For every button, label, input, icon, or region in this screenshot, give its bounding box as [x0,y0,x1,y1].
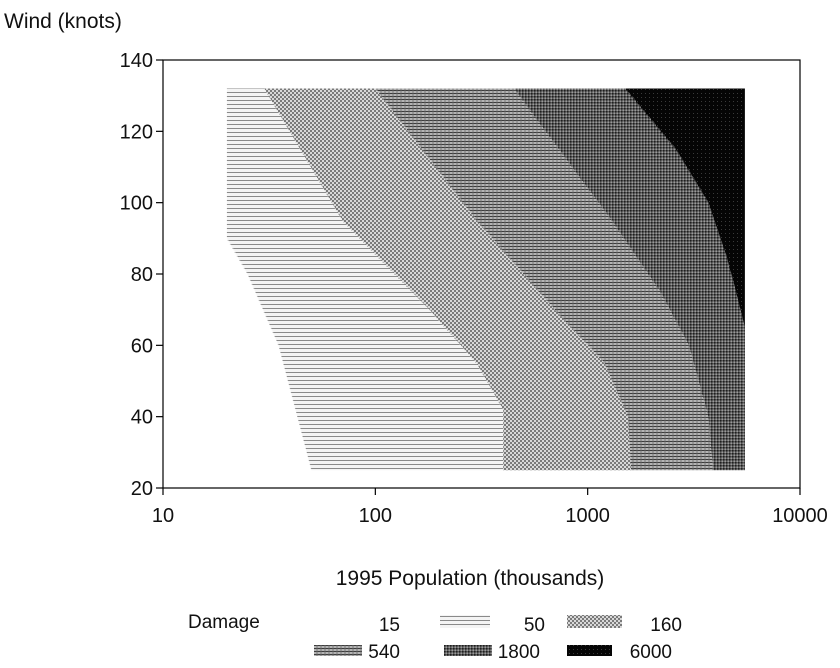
legend-label-15: 15 [379,615,400,636]
svg-text:80: 80 [131,264,153,286]
legend-label-1800: 1800 [498,642,540,663]
y-tick-60: 60 [131,335,163,357]
svg-text:100: 100 [359,505,392,527]
x-tick-1000: 1000 [565,488,610,527]
band-1800 [514,88,745,471]
svg-text:20: 20 [131,478,153,500]
svg-text:120: 120 [120,121,153,143]
y-tick-20: 20 [131,478,163,500]
legend-title: Damage [188,612,260,633]
svg-text:60: 60 [131,335,153,357]
x-tick-10000: 10000 [772,488,828,527]
legend-label-50: 50 [524,615,545,636]
svg-text:140: 140 [120,50,153,72]
y-axis: 20 40 60 80 100 120 140 [120,50,163,500]
svg-text:40: 40 [131,407,153,429]
band-50 [226,88,504,471]
x-tick-10: 10 [152,488,174,527]
legend-entry-6000: 6000 [567,642,672,663]
y-axis-title: Wind (knots) [4,10,122,33]
band-540 [376,88,714,471]
svg-text:100: 100 [120,193,153,215]
legend-entry-50: 50 [440,615,545,636]
band-160 [264,88,631,471]
legend-swatch-6000 [567,645,612,656]
legend-entry-1800: 1800 [444,642,540,663]
legend-swatch-50 [440,615,490,628]
svg-text:1000: 1000 [565,505,610,527]
legend: Damage 15 50 160 540 1800 6000 [188,612,682,663]
legend-label-6000: 6000 [630,642,672,663]
x-axis: 10 100 1000 10000 [152,488,828,527]
x-axis-title: 1995 Population (thousands) [336,567,605,590]
y-tick-140: 140 [120,50,163,72]
legend-swatch-1800 [444,645,492,656]
legend-label-160: 160 [650,615,682,636]
y-tick-80: 80 [131,264,163,286]
y-tick-100: 100 [120,193,163,215]
legend-swatch-540 [314,645,362,656]
band-6000 [625,88,745,327]
svg-text:10000: 10000 [772,505,828,527]
band-15 [226,238,312,471]
legend-entry-15: 15 [379,615,400,636]
legend-entry-160: 160 [567,615,682,636]
x-tick-100: 100 [359,488,392,527]
y-tick-120: 120 [120,121,163,143]
y-tick-40: 40 [131,407,163,429]
svg-text:10: 10 [152,505,174,527]
legend-entry-540: 540 [314,642,400,663]
damage-bands [226,88,745,471]
legend-swatch-160 [567,615,622,628]
legend-label-540: 540 [368,642,400,663]
